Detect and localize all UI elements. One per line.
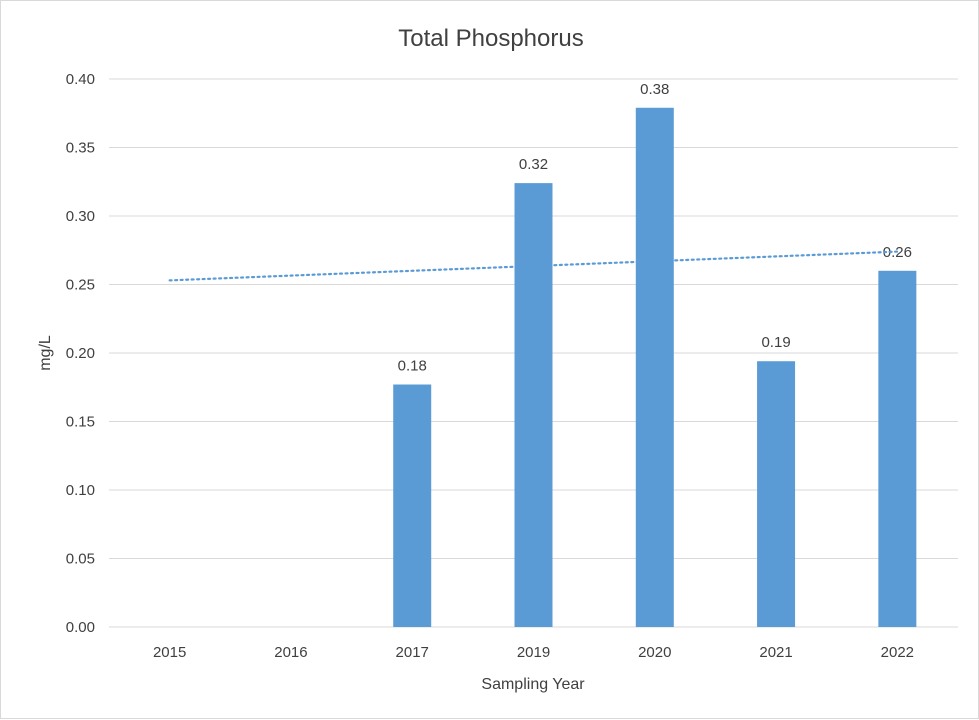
data-labels: 0.180.320.380.190.26 (398, 81, 912, 375)
bar (514, 183, 553, 627)
bar (878, 270, 917, 627)
y-tick-label: 0.35 (66, 140, 95, 157)
y-axis-title: mg/L (37, 335, 54, 371)
x-tick-label: 2022 (881, 644, 914, 661)
bar (393, 384, 432, 627)
y-tick-label: 0.00 (66, 619, 95, 636)
x-tick-label: 2021 (759, 644, 792, 661)
bar (635, 107, 674, 627)
y-tick-label: 0.25 (66, 277, 95, 294)
trendline (168, 250, 899, 282)
bar (757, 361, 796, 627)
x-tick-labels: 2015 2016 2017 2019 2020 2021 2022 (153, 644, 914, 661)
x-tick-label: 2017 (396, 644, 429, 661)
data-label: 0.19 (761, 334, 790, 351)
y-tick-label: 0.15 (66, 414, 95, 431)
x-tick-label: 2019 (517, 644, 550, 661)
y-tick-label: 0.30 (66, 208, 95, 225)
y-tick-label: 0.05 (66, 551, 95, 568)
y-tick-label: 0.40 (66, 71, 95, 88)
x-tick-label: 2020 (638, 644, 671, 661)
chart-title: Total Phosphorus (398, 25, 583, 52)
bars (393, 107, 917, 627)
y-tick-label: 0.20 (66, 345, 95, 362)
x-tick-label: 2016 (274, 644, 307, 661)
y-tick-label: 0.10 (66, 482, 95, 499)
x-axis-title: Sampling Year (481, 676, 585, 693)
y-tick-labels: 0.00 0.05 0.10 0.15 0.20 0.25 0.30 0.35 0.40 (66, 71, 95, 636)
data-label: 0.18 (398, 358, 427, 375)
data-label: 0.32 (519, 156, 548, 173)
trendline-group (168, 250, 899, 282)
x-tick-label: 2015 (153, 644, 186, 661)
data-label: 0.38 (640, 81, 669, 98)
